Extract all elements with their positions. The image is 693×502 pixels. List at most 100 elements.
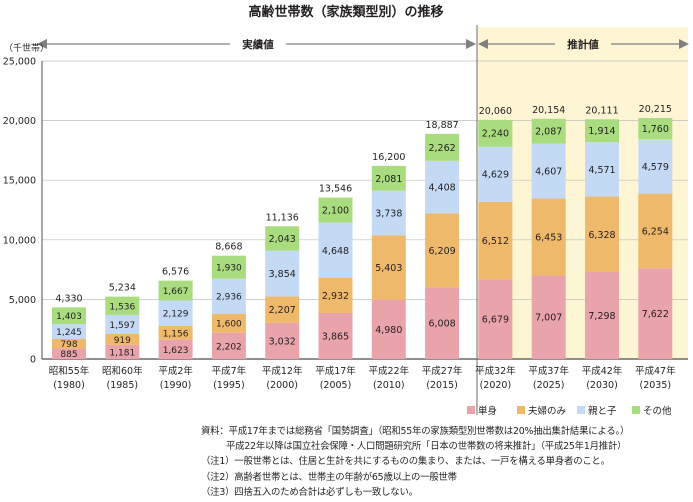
x-tick-year: (2025): [533, 380, 565, 391]
x-tick-year: (2005): [320, 380, 352, 391]
bar-value-label: 6,328: [588, 230, 615, 241]
bar-segment: [371, 299, 406, 359]
bar-value-label: 6,008: [428, 319, 455, 330]
bar-segment: [478, 279, 513, 359]
bar-value-label: 2,240: [482, 129, 509, 140]
gridlines: [41, 60, 688, 360]
bar-value-label: 1,403: [56, 312, 82, 322]
y-tick-label: 20,000: [3, 116, 36, 127]
bar-segment: [105, 296, 140, 315]
legend-label: 夫婦のみ: [528, 405, 566, 417]
projection-arrow-right: [679, 39, 689, 49]
bar-value-label: 6,209: [428, 246, 455, 257]
y-axis-ticks: 0 5,000 10,000 15,000 20,000 25,000: [3, 57, 36, 366]
bar-total-label: 20,215: [639, 104, 672, 115]
y-tick-label: 5,000: [9, 295, 36, 306]
bar-value-label: 2,262: [428, 143, 455, 154]
bar-value-label: 6,453: [535, 233, 562, 244]
bar-segment: [318, 277, 353, 313]
chart: 高齢世帯数（家族類型別）の推移 実績値 推計値 （千世帯） 0 5,000 10,00…: [3, 4, 689, 417]
bar-segment: [585, 196, 619, 273]
bar-value-label: 4,980: [375, 325, 402, 336]
bar-segment: [265, 296, 300, 323]
bar-value-label: 6,512: [482, 236, 509, 247]
bar-segment: [318, 197, 353, 223]
bar-segment: [52, 348, 86, 359]
bar-value-label: 2,202: [216, 342, 242, 352]
bar-value-label: 1,536: [109, 302, 135, 312]
actual-period-label: 実績値: [242, 38, 274, 51]
legend-swatch: [632, 406, 640, 414]
bar-segment: [211, 313, 246, 333]
legend: 単身 夫婦のみ 親と子 その他: [467, 405, 672, 417]
bar-total-label: 11,136: [266, 212, 299, 223]
x-tick-label: 平成42年: [582, 365, 623, 377]
bar-segment: [158, 280, 193, 301]
bar-total-label: 5,234: [109, 283, 136, 294]
bar-segment: [371, 165, 406, 191]
bar-value-label: 2,936: [216, 293, 242, 303]
legend-label: 単身: [478, 405, 497, 417]
legend-swatch: [577, 406, 585, 414]
chart-title: 高齢世帯数（家族類型別）の推移: [248, 4, 443, 20]
legend-swatch: [517, 406, 525, 414]
bar-value-label: 4,579: [642, 162, 669, 173]
bar-value-label: 2,932: [322, 291, 349, 302]
period-bands: 実績値 推計値: [37, 25, 689, 415]
x-tick-year: (2020): [480, 380, 512, 391]
bar-value-label: 4,648: [322, 246, 349, 257]
bar-segment: [158, 300, 193, 326]
projection-period-label: 推計値: [567, 38, 599, 51]
bar-segment: [105, 314, 140, 334]
bar-value-label: 7,298: [588, 311, 615, 322]
note-source: 資料：平成17年までは総務省「国勢調査」（昭和55年の家族類型別世帯数は20%抽…: [201, 426, 630, 437]
y-tick-label: 25,000: [3, 57, 36, 68]
x-tick-year: (1980): [53, 380, 85, 391]
bar-segment: [371, 190, 406, 236]
bar-total-label: 20,154: [532, 105, 565, 116]
x-tick-year: (1985): [107, 380, 139, 391]
x-tick-year: (2030): [586, 380, 618, 391]
bar-value-label: 6,679: [482, 315, 509, 326]
bar-segment: [425, 287, 460, 359]
bar-value-label: 885: [60, 350, 77, 360]
bar-segment: [638, 118, 673, 140]
x-tick-label: 平成37年: [528, 365, 569, 377]
bar-segment: [265, 226, 300, 251]
x-tick-label: 平成17年: [315, 365, 356, 377]
bar-value-label: 2,043: [269, 234, 296, 245]
bar-total-label: 8,668: [215, 242, 242, 253]
bar-segment: [531, 118, 566, 144]
bar-value-label: 1,930: [216, 264, 242, 274]
x-tick-label: 昭和60年: [102, 365, 143, 377]
bar-segment: [371, 235, 406, 300]
bar-segment: [52, 324, 86, 339]
y-tick-label: 15,000: [3, 176, 36, 187]
bar-segment: [478, 146, 513, 202]
bar-value-label: 2,100: [322, 206, 349, 217]
bar-segment: [318, 222, 353, 278]
bar-value-label: 6,254: [642, 226, 669, 237]
legend-label: 親と子: [588, 405, 617, 417]
bar-value-label: 4,629: [482, 170, 509, 181]
bar-segment: [425, 133, 460, 161]
x-tick-label: 平成32年: [475, 365, 516, 377]
legend-swatch: [467, 406, 475, 414]
bar-value-label: 5,403: [375, 263, 402, 274]
bar-segment: [585, 142, 619, 197]
bar-total-label: 18,887: [425, 120, 458, 131]
bar-value-label: 2,207: [269, 305, 296, 316]
bar-value-label: 2,081: [375, 174, 402, 185]
bar-segment: [531, 198, 566, 276]
bar-value-label: 3,032: [269, 336, 296, 347]
bar-value-label: 1,623: [163, 346, 189, 356]
bar-segment: [105, 344, 140, 359]
projection-label-bg: [555, 36, 611, 52]
x-tick-label: 平成7年: [212, 365, 247, 377]
bar-value-label: 2,087: [535, 127, 562, 138]
note-2: （注2）高齢者世帯とは、世帯主の年齢が65歳以上の一般世帯: [201, 471, 457, 483]
bar-segment: [265, 250, 300, 297]
bar-segment: [211, 332, 246, 359]
bar-segment: [158, 325, 193, 340]
actual-label-bg: [230, 36, 286, 52]
